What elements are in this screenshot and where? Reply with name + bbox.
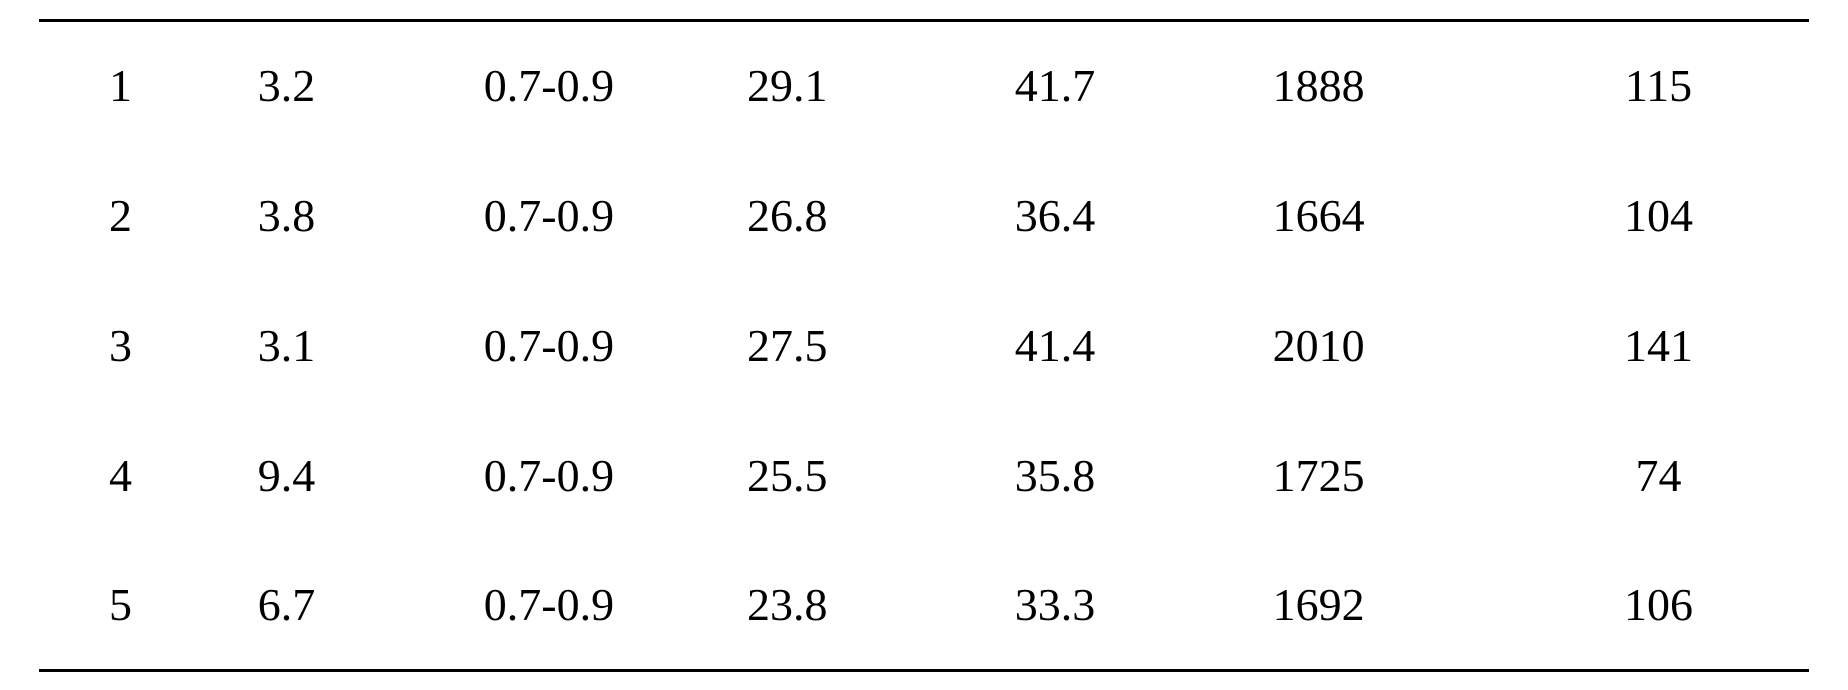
table-cell: 41.7 — [995, 20, 1243, 150]
table-cell: 74 — [1508, 410, 1809, 540]
data-table: 1 3.2 0.7-0.9 29.1 41.7 1888 115 2 3.8 0… — [39, 19, 1809, 672]
table-cell: 33.3 — [995, 540, 1243, 670]
table-cell: 0.7-0.9 — [464, 280, 747, 410]
table-cell: 106 — [1508, 540, 1809, 670]
table-cell: 23.8 — [747, 540, 995, 670]
table-cell: 29.1 — [747, 20, 995, 150]
table-cell: 2010 — [1243, 280, 1509, 410]
table-container: 1 3.2 0.7-0.9 29.1 41.7 1888 115 2 3.8 0… — [39, 19, 1809, 672]
table-cell: 1664 — [1243, 150, 1509, 280]
table-cell: 9.4 — [234, 410, 464, 540]
table-cell: 25.5 — [747, 410, 995, 540]
table-cell: 1692 — [1243, 540, 1509, 670]
table-cell: 3.8 — [234, 150, 464, 280]
table-cell: 1888 — [1243, 20, 1509, 150]
table-cell: 41.4 — [995, 280, 1243, 410]
table-cell: 0.7-0.9 — [464, 540, 747, 670]
table-cell: 0.7-0.9 — [464, 150, 747, 280]
table-cell: 26.8 — [747, 150, 995, 280]
table-cell: 3 — [39, 280, 234, 410]
table-row: 1 3.2 0.7-0.9 29.1 41.7 1888 115 — [39, 20, 1809, 150]
table-cell: 27.5 — [747, 280, 995, 410]
table-cell: 35.8 — [995, 410, 1243, 540]
table-cell: 5 — [39, 540, 234, 670]
table-row: 4 9.4 0.7-0.9 25.5 35.8 1725 74 — [39, 410, 1809, 540]
table-row: 5 6.7 0.7-0.9 23.8 33.3 1692 106 — [39, 540, 1809, 670]
table-cell: 36.4 — [995, 150, 1243, 280]
table-cell: 2 — [39, 150, 234, 280]
table-cell: 0.7-0.9 — [464, 410, 747, 540]
table-cell: 6.7 — [234, 540, 464, 670]
table-cell: 104 — [1508, 150, 1809, 280]
table-cell: 141 — [1508, 280, 1809, 410]
table-cell: 4 — [39, 410, 234, 540]
table-cell: 0.7-0.9 — [464, 20, 747, 150]
table-row: 3 3.1 0.7-0.9 27.5 41.4 2010 141 — [39, 280, 1809, 410]
table-cell: 3.2 — [234, 20, 464, 150]
table-cell: 3.1 — [234, 280, 464, 410]
table-cell: 115 — [1508, 20, 1809, 150]
table-row: 2 3.8 0.7-0.9 26.8 36.4 1664 104 — [39, 150, 1809, 280]
table-cell: 1 — [39, 20, 234, 150]
table-cell: 1725 — [1243, 410, 1509, 540]
